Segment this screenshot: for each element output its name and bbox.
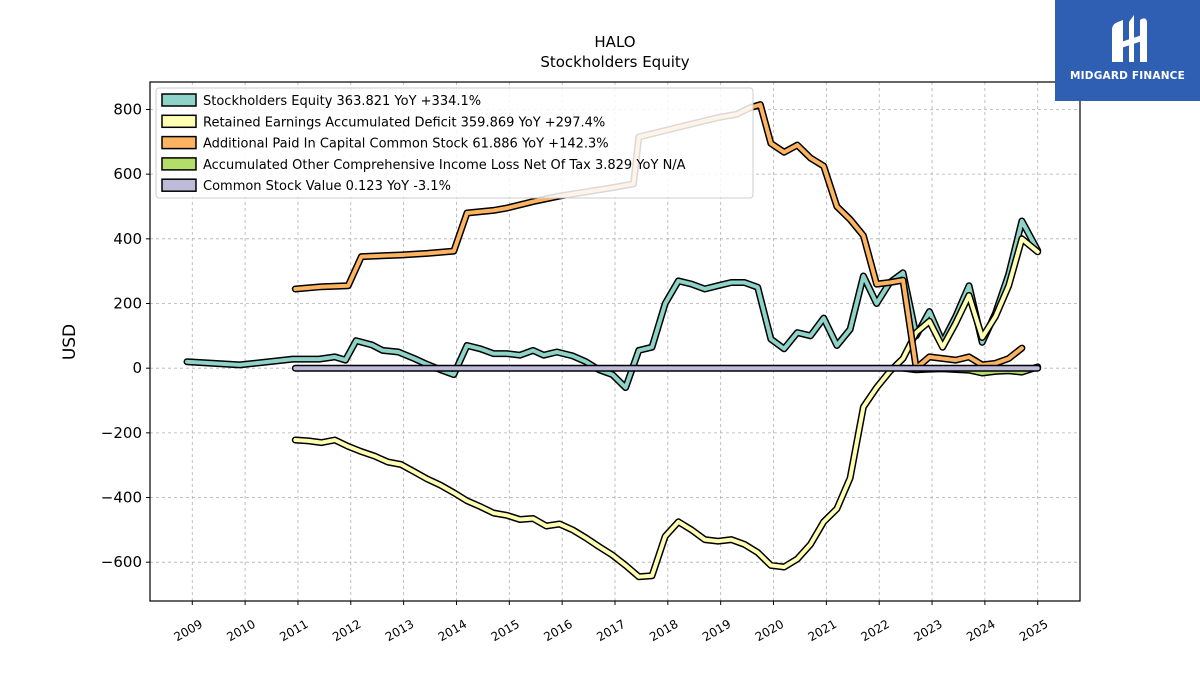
x-tick-label: 2009 <box>172 617 205 644</box>
x-tick-label: 2011 <box>277 617 310 644</box>
x-tick-label: 2024 <box>964 617 997 644</box>
y-tick-label: 200 <box>113 295 142 313</box>
y-tick-label: −200 <box>101 424 142 442</box>
x-tick-label: 2018 <box>647 617 680 644</box>
midgard-finance-logo: MIDGARD FINANCE <box>1055 0 1200 101</box>
chart-subtitle: Stockholders Equity <box>540 53 689 71</box>
logo-brand-text: MIDGARD FINANCE <box>1070 70 1185 82</box>
series-line-3 <box>291 101 1026 372</box>
x-tick-label: 2014 <box>436 617 469 644</box>
legend-label: Additional Paid In Capital Common Stock … <box>203 137 609 152</box>
series-layer <box>183 101 1042 581</box>
y-tick-label: 800 <box>113 100 142 118</box>
legend-label: Accumulated Other Comprehensive Income L… <box>203 158 686 173</box>
legend-label: Stockholders Equity 363.821 YoY +334.1% <box>203 94 481 109</box>
y-tick-label: 0 <box>132 359 142 377</box>
x-tick-label: 2016 <box>541 617 574 644</box>
legend-swatch <box>161 135 197 150</box>
x-tick-label: 2020 <box>753 617 786 644</box>
y-tick-label: −400 <box>101 489 142 507</box>
x-tick-label: 2022 <box>858 617 891 644</box>
legend-swatch <box>161 178 197 192</box>
x-tick-label: 2019 <box>700 617 733 644</box>
legend-item: Stockholders Equity 363.821 YoY +334.1% <box>161 93 481 109</box>
y-tick-label: 400 <box>113 230 142 248</box>
legend-swatch <box>161 93 197 107</box>
y-tick-label: 600 <box>113 165 142 183</box>
legend-item: Retained Earnings Accumulated Deficit 35… <box>161 114 605 130</box>
x-tick-label: 2013 <box>383 617 416 644</box>
legend: Stockholders Equity 363.821 YoY +334.1% R… <box>155 87 754 199</box>
legend-label: Common Stock Value 0.123 YoY -3.1% <box>203 179 451 194</box>
series-line-2 <box>291 235 1042 581</box>
legend-item: Additional Paid In Capital Common Stock … <box>161 135 609 152</box>
x-tick-label: 2021 <box>806 617 839 644</box>
legend-label: Retained Earnings Accumulated Deficit 35… <box>203 115 605 130</box>
chart-title: HALO <box>594 33 635 51</box>
legend-box <box>155 87 754 199</box>
x-tick-label: 2017 <box>594 617 627 644</box>
logo-mark-icon <box>1112 15 1147 62</box>
x-tick-label: 2025 <box>1017 617 1050 644</box>
legend-swatch <box>161 157 197 171</box>
x-tick-label: 2023 <box>911 617 944 644</box>
y-tick-label: −600 <box>101 553 142 571</box>
x-tick-label: 2012 <box>330 617 363 644</box>
legend-swatch <box>161 114 197 129</box>
x-tick-label: 2010 <box>224 617 257 644</box>
legend-item: Accumulated Other Comprehensive Income L… <box>161 157 686 173</box>
y-axis-label: USD <box>60 324 80 360</box>
legend-item: Common Stock Value 0.123 YoY -3.1% <box>161 178 451 194</box>
x-tick-label: 2015 <box>489 617 522 644</box>
